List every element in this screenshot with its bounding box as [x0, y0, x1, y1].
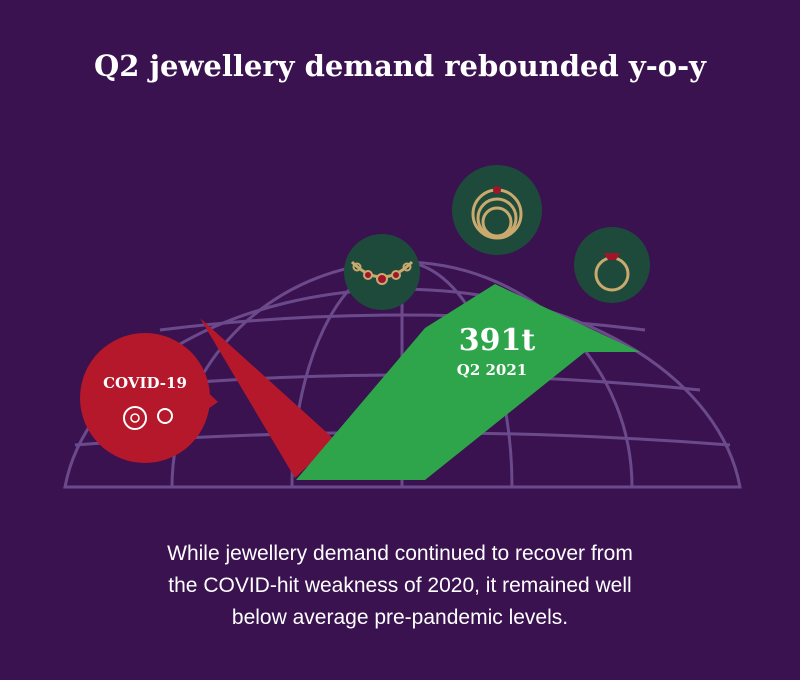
- title: Q2 jewellery demand rebounded y-o-y: [94, 49, 707, 83]
- necklace-icon: [344, 234, 420, 310]
- covid-label: COVID-19: [103, 374, 187, 392]
- body-line: While jewellery demand continued to reco…: [167, 542, 633, 565]
- growth-arrow: 391t Q2 2021: [296, 284, 640, 480]
- body-line: the COVID-hit weakness of 2020, it remai…: [168, 574, 631, 597]
- body-text: While jewellery demand continued to reco…: [167, 542, 633, 629]
- ring-icon: [574, 227, 650, 303]
- body-line: below average pre-pandemic levels.: [232, 606, 568, 629]
- highlight-period: Q2 2021: [457, 361, 527, 379]
- covid-bubble: COVID-19: [80, 318, 335, 478]
- highlight-value: 391t: [459, 323, 536, 358]
- earring-icon: [452, 165, 542, 255]
